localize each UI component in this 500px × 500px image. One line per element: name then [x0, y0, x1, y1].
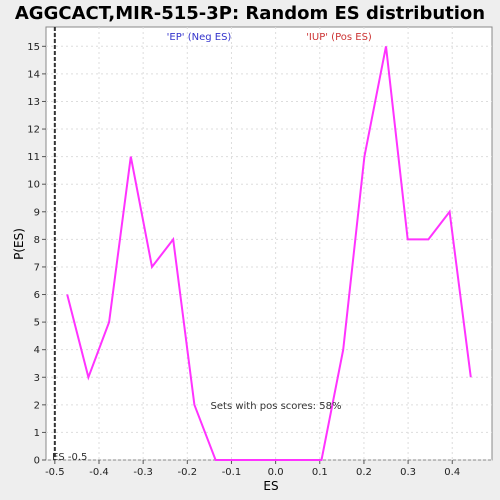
es-marker-label: ES -0.5: [52, 452, 87, 463]
y-tick-label: 12: [27, 125, 40, 136]
y-tick-label: 14: [27, 69, 40, 80]
y-axis-label: P(ES): [12, 228, 26, 260]
x-tick-label: -0.4: [89, 467, 109, 478]
neg-es-label: 'EP' (Neg ES): [167, 32, 232, 43]
y-tick-label: 2: [34, 400, 40, 411]
series-group: [66, 46, 472, 461]
y-tick-label: 4: [34, 345, 40, 356]
x-tick-label: 0.4: [444, 467, 460, 478]
x-tick-label: 0.3: [400, 467, 416, 478]
y-tick-label: 15: [27, 42, 40, 53]
y-tick-label: 13: [27, 97, 40, 108]
x-tick-label: -0.2: [178, 467, 198, 478]
plot-area: [45, 26, 493, 461]
y-tick-label: 11: [27, 152, 40, 163]
pos-es-label: 'IUP' (Pos ES): [306, 32, 372, 43]
pos-scores-label: Sets with pos scores: 58%: [211, 401, 342, 412]
y-tick-label: 8: [34, 235, 40, 246]
x-tick-label: -0.1: [222, 467, 242, 478]
series-line: [66, 46, 472, 461]
y-tick-label: 9: [34, 207, 40, 218]
y-tick-label: 7: [34, 262, 40, 273]
x-axis-label: ES: [263, 479, 278, 493]
x-tick-label: 0.1: [312, 467, 328, 478]
x-tick-label: -0.3: [133, 467, 153, 478]
y-tick-label: 0: [34, 456, 40, 467]
y-tick-label: 1: [34, 428, 40, 439]
y-tick-label: 6: [34, 290, 40, 301]
x-tick-label: -0.5: [45, 467, 65, 478]
x-tick-label: 0.0: [268, 467, 284, 478]
x-tick-label: 0.2: [356, 467, 372, 478]
x-axis: -0.5 -0.4 -0.3 -0.2 -0.1 0.0 0.1 0.2 0.3 0.4: [45, 460, 460, 478]
y-tick-label: 5: [34, 318, 40, 329]
y-tick-label: 10: [27, 180, 40, 191]
chart-title: AGGCACT,MIR-515-3P: Random ES distributi…: [15, 3, 485, 24]
y-tick-label: 3: [34, 373, 40, 384]
